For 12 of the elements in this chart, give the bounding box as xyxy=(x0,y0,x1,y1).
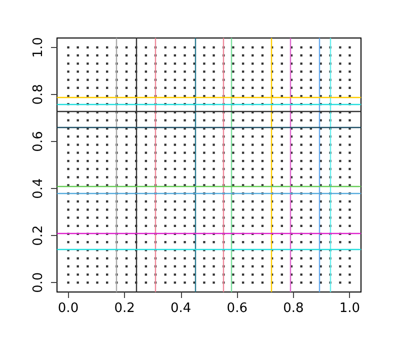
x-tick-label: 0.8 xyxy=(283,301,304,316)
y-tick-label: 1.0 xyxy=(31,37,46,58)
x-tick-label: 0.0 xyxy=(58,301,79,316)
x-tick-label: 0.6 xyxy=(226,301,248,316)
y-tick-label: 0.6 xyxy=(31,131,46,152)
x-tick-label: 1.0 xyxy=(339,301,360,316)
y-tick-label: 0.8 xyxy=(31,84,46,105)
x-tick-label: 0.2 xyxy=(114,301,135,316)
y-tick-label: 0.0 xyxy=(31,272,46,293)
y-tick-label: 0.4 xyxy=(31,178,46,199)
x-tick-label: 0.4 xyxy=(170,301,192,316)
y-tick-label: 0.2 xyxy=(31,225,46,246)
